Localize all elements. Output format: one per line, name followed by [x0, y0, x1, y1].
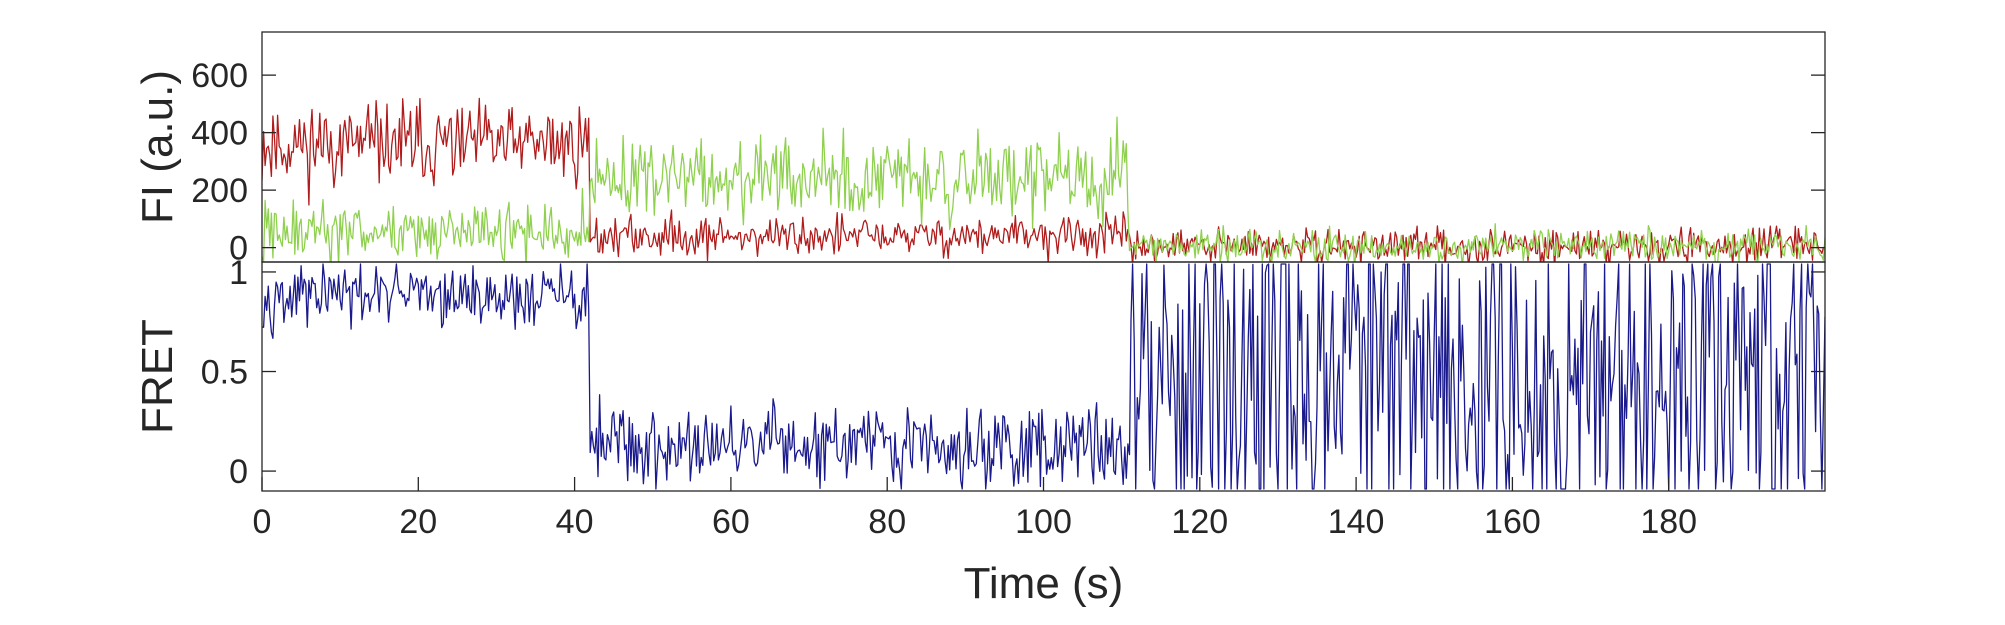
fluorescence-traces	[262, 97, 1825, 262]
y-tick-label: 400	[191, 115, 248, 153]
y-tick-label: 0	[229, 453, 248, 491]
y-tick-label: 1	[229, 254, 248, 292]
x-tick-label: 80	[868, 503, 906, 541]
x-tick-label: 20	[399, 503, 437, 541]
y-tick-label: 0.5	[201, 354, 248, 392]
x-tick-label: 0	[253, 503, 272, 541]
fluorescence-panel: 0 200 400 600 FI (a.u.)	[133, 31, 1826, 268]
fret-axes-frame	[261, 261, 1826, 492]
y-tick-label: 600	[191, 57, 248, 95]
x-tick-label: 40	[556, 503, 594, 541]
time-x-axis-label: Time (s)	[964, 559, 1124, 608]
x-tick-label: 120	[1171, 503, 1228, 541]
x-tick-label: 60	[712, 503, 750, 541]
y-tick-label: 0	[229, 230, 248, 268]
x-tick-label: 180	[1640, 503, 1697, 541]
x-tick-label: 140	[1328, 503, 1385, 541]
fret-panel: 0 0.5 1 0 20 40 60 80 100 120 140 160 180 FRET Time …	[133, 254, 1826, 608]
fret-ticks: 0 0.5 1 0 20 40 60 80 100 120 140 160 180	[201, 254, 1825, 541]
fluorescence-ticks: 0 200 400 600	[191, 57, 1825, 268]
fluorescence-y-axis-label: FI (a.u.)	[133, 70, 182, 224]
series-line-0-1	[262, 116, 1825, 262]
x-tick-label: 160	[1484, 503, 1541, 541]
x-tick-label: 100	[1015, 503, 1072, 541]
series-line-1-0	[262, 263, 1825, 490]
fret-traces	[262, 263, 1825, 490]
series-line-0-0	[262, 97, 1825, 262]
fret-y-axis-label: FRET	[133, 319, 182, 434]
y-tick-label: 200	[191, 172, 248, 210]
